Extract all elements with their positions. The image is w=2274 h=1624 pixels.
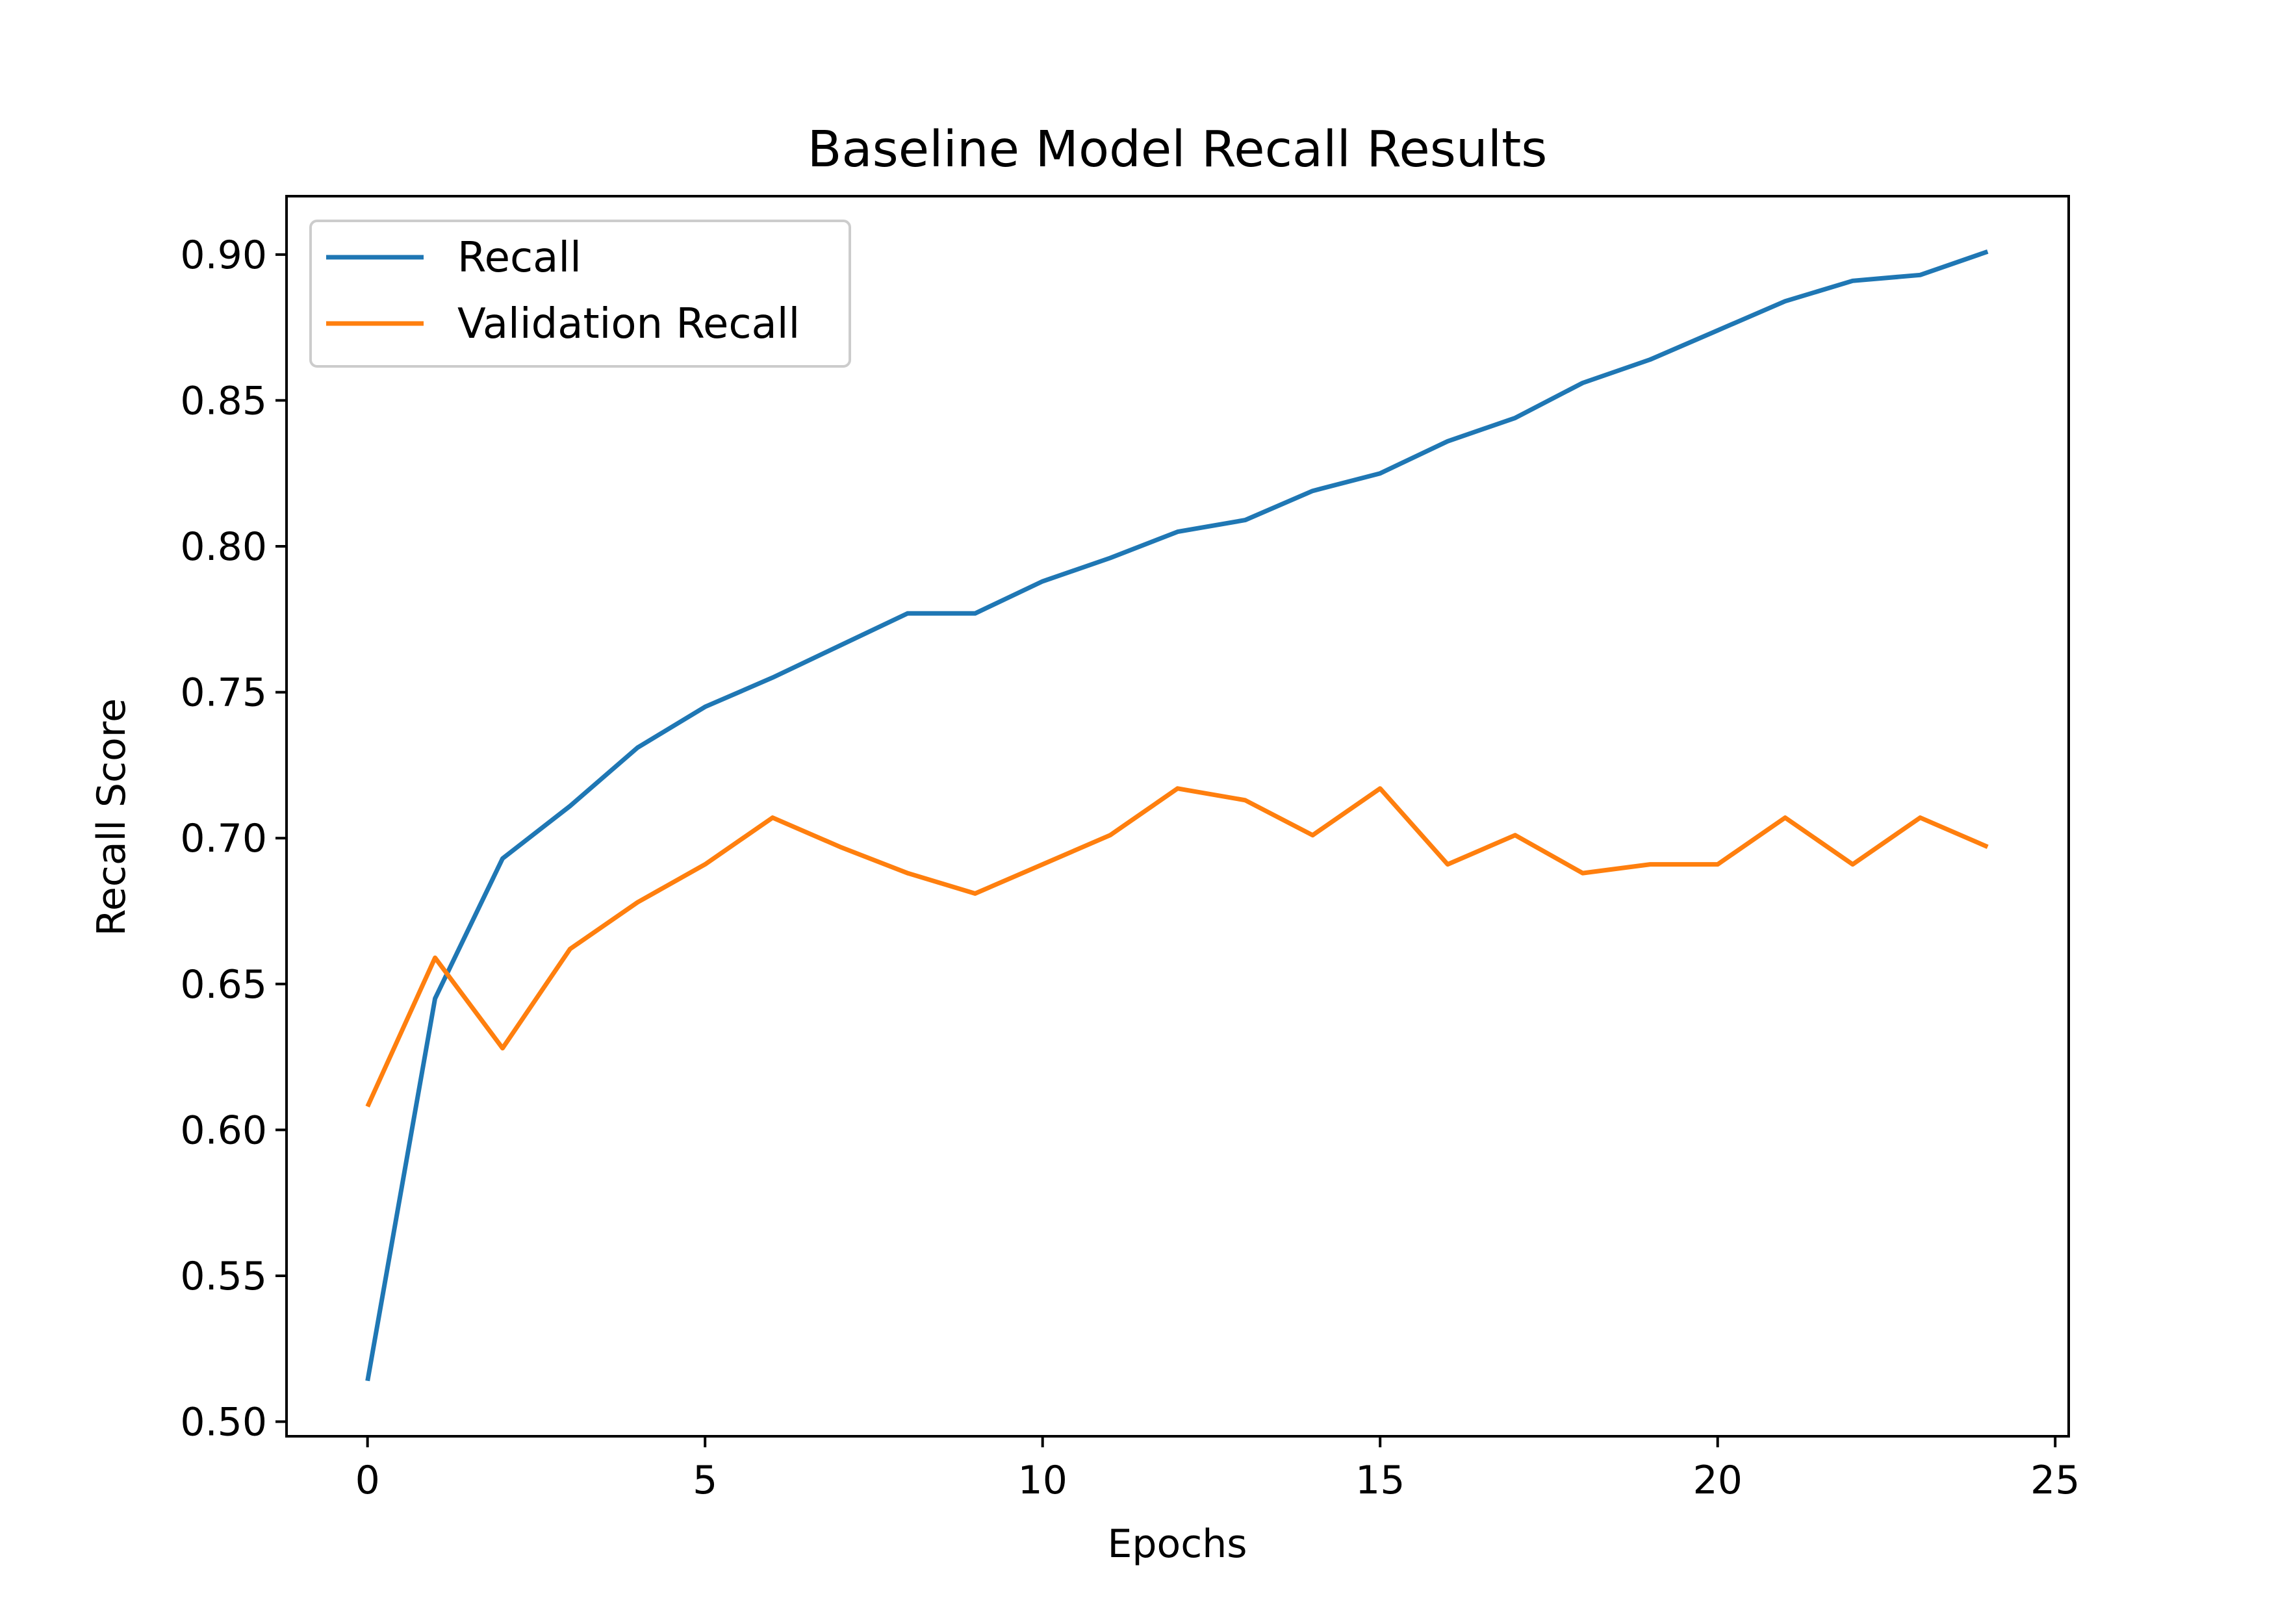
- y-tick-label: 0.90: [180, 233, 267, 278]
- x-tick-label: 0: [355, 1458, 380, 1503]
- legend: Recall Validation Recall: [309, 220, 851, 368]
- y-tick-label: 0.50: [180, 1400, 267, 1445]
- y-tick-label: 0.60: [180, 1108, 267, 1153]
- legend-box: [309, 220, 851, 368]
- chart-title: Baseline Model Recall Results: [808, 121, 1548, 179]
- axis-ticks: 0 5 10 15 20 25 0.50 0.55 0.60 0.65 0.70 0.75 0.80 0.…: [180, 233, 2080, 1503]
- y-tick-label: 0.55: [180, 1254, 267, 1299]
- y-tick-label: 0.80: [180, 524, 267, 570]
- legend-label-0: Recall: [457, 234, 581, 282]
- x-tick-label: 5: [693, 1458, 717, 1503]
- x-axis-label: Epochs: [1108, 1521, 1247, 1567]
- y-tick-label: 0.85: [180, 378, 267, 424]
- y-axis-label: Recall Score: [89, 698, 134, 936]
- x-tick-label: 20: [1693, 1458, 1743, 1503]
- x-tick-label: 10: [1018, 1458, 1067, 1503]
- series-line-0: [365, 249, 1989, 1382]
- plot-area: [365, 249, 1989, 1382]
- y-tick-label: 0.65: [180, 962, 267, 1008]
- x-tick-label: 25: [2030, 1458, 2080, 1503]
- series-line-1: [365, 786, 1989, 1108]
- axes-frame: [285, 195, 2070, 1438]
- x-tick-label: 15: [1355, 1458, 1405, 1503]
- y-tick-label: 0.75: [180, 670, 267, 716]
- legend-label-1: Validation Recall: [457, 300, 800, 348]
- y-tick-label: 0.70: [180, 816, 267, 861]
